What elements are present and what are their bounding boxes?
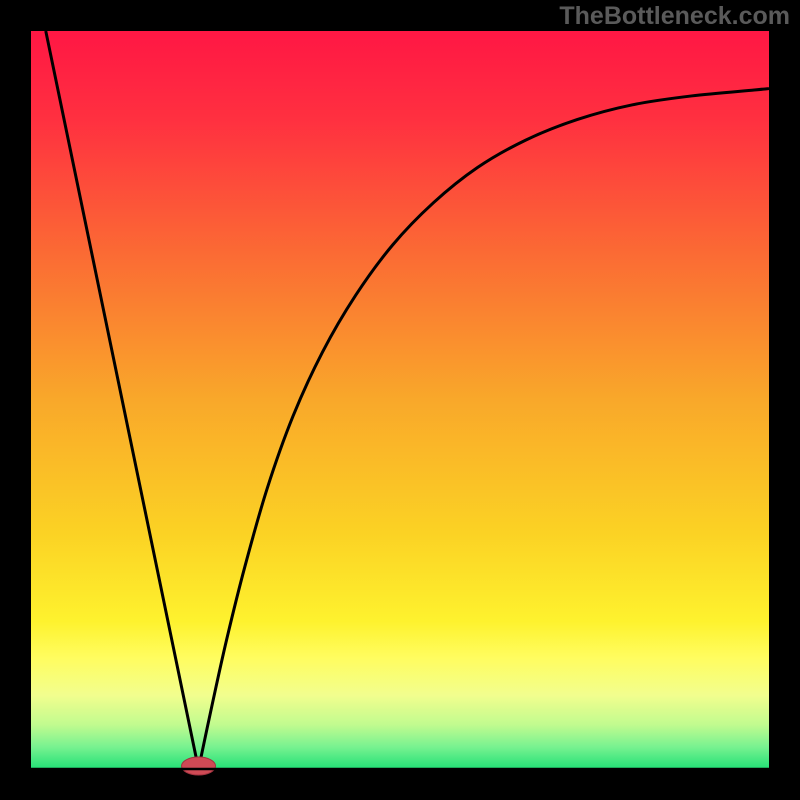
minimum-marker bbox=[182, 757, 216, 775]
chart-svg bbox=[0, 0, 800, 800]
plot-background bbox=[31, 31, 769, 769]
watermark-text: TheBottleneck.com bbox=[559, 2, 790, 31]
chart-stage: TheBottleneck.com bbox=[0, 0, 800, 800]
